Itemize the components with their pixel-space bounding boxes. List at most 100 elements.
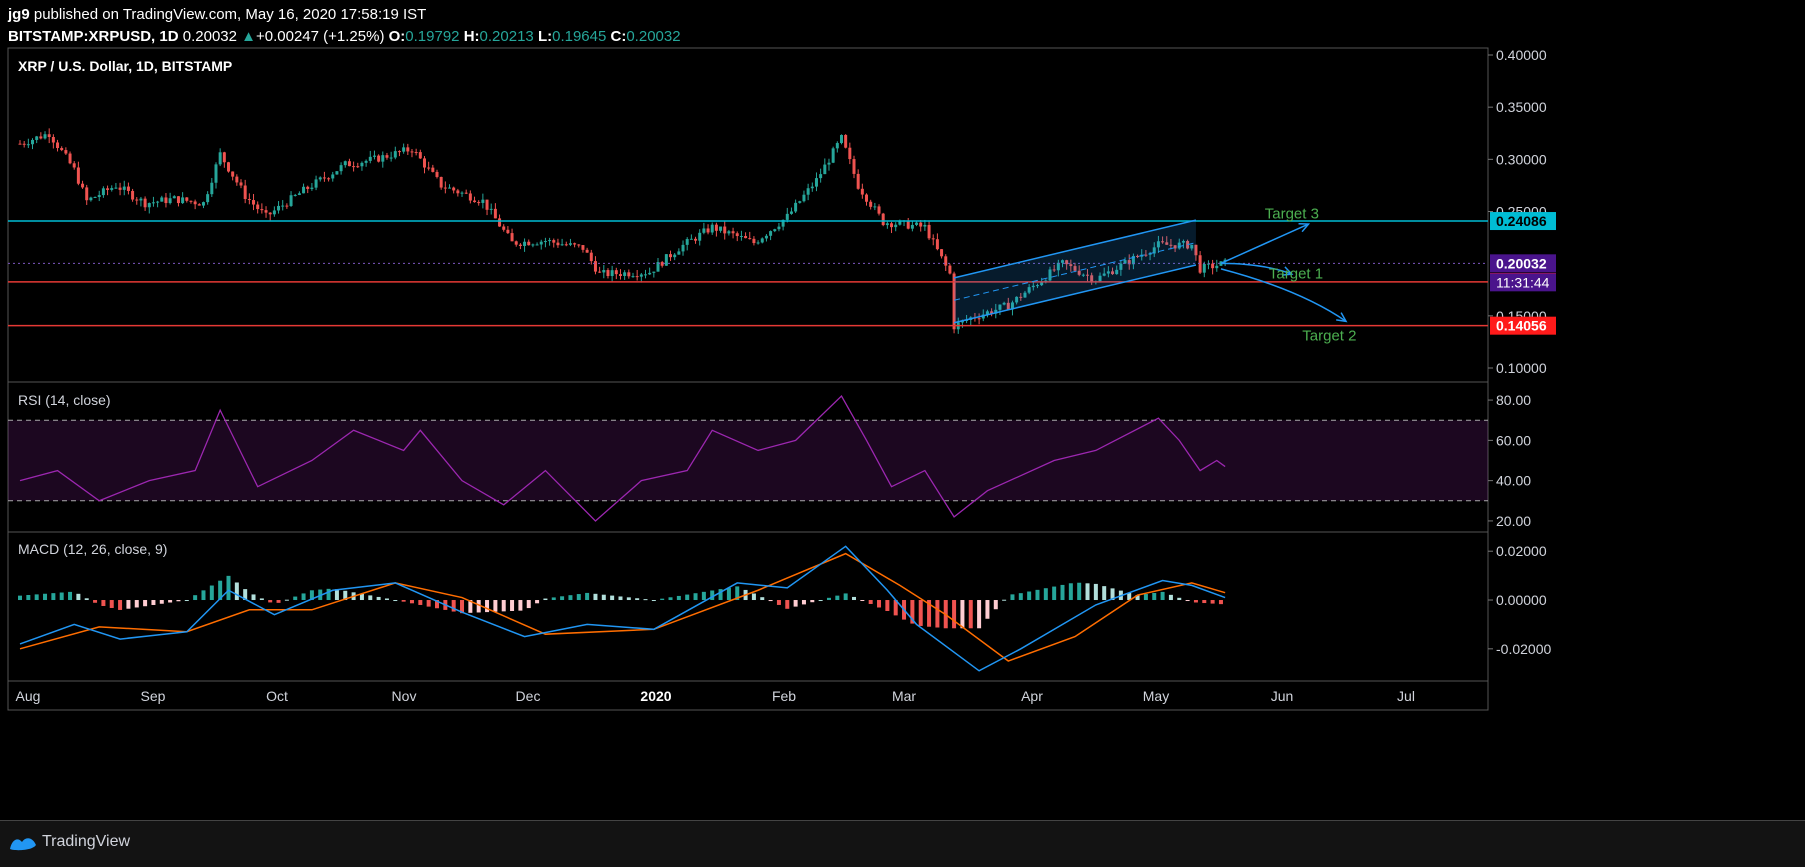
target-arrowhead: [1281, 266, 1294, 276]
candle-body: [656, 262, 660, 272]
histogram-bar: [810, 600, 815, 603]
candle-body: [201, 202, 205, 206]
candle-body: [402, 147, 406, 152]
histogram-bar: [801, 600, 806, 605]
candle-body: [710, 224, 714, 233]
candle-body: [681, 244, 685, 252]
candle-body: [331, 174, 335, 179]
candle-body: [935, 239, 939, 250]
histogram-bar: [493, 600, 498, 612]
candle-body: [631, 276, 635, 278]
histogram-bar: [710, 590, 715, 601]
candle-body: [806, 188, 810, 195]
candle-body: [906, 220, 910, 229]
candle-body: [714, 224, 718, 231]
candle-body: [297, 193, 301, 195]
candle-body: [1156, 241, 1160, 248]
candle-body: [1190, 244, 1194, 249]
tradingview-logo-icon[interactable]: [8, 833, 38, 853]
candle-body: [823, 164, 827, 175]
y-tick-label: 0.30000: [1496, 151, 1547, 167]
candle-body: [360, 162, 364, 167]
histogram-bar: [176, 600, 181, 602]
candle-body: [314, 179, 318, 188]
histogram-bar: [251, 594, 256, 601]
candle-body: [1040, 281, 1044, 286]
histogram-bar: [276, 600, 281, 603]
candle-body: [110, 188, 114, 190]
candle-body: [789, 211, 793, 214]
histogram-bar: [893, 600, 898, 616]
candle-body: [1148, 253, 1152, 255]
published-text: published on TradingView.com, May 16, 20…: [33, 6, 427, 23]
brand-name[interactable]: TradingView: [42, 833, 131, 850]
candle-body: [1106, 271, 1110, 274]
candle-body: [760, 238, 764, 243]
candle-body: [239, 182, 243, 186]
candle-body: [72, 163, 76, 168]
histogram-bar: [526, 600, 531, 609]
histogram-bar: [651, 600, 656, 602]
high-value: 0.20213: [479, 28, 534, 45]
target-arrowhead: [1298, 222, 1311, 233]
high-label: H:: [463, 28, 480, 45]
candle-body: [126, 186, 130, 191]
histogram-bar: [693, 593, 698, 601]
histogram-bar: [510, 600, 515, 611]
candle-body: [839, 134, 843, 144]
candle-body: [735, 233, 739, 237]
histogram-bar: [985, 600, 990, 619]
publisher-name[interactable]: jg9: [8, 6, 30, 23]
histogram-bar: [126, 600, 131, 609]
histogram-bar: [618, 596, 623, 601]
candle-body: [869, 201, 873, 207]
candle-body: [464, 192, 468, 194]
candle-body: [272, 210, 276, 215]
candle-body: [1173, 245, 1177, 249]
histogram-bar: [968, 600, 973, 629]
histogram-bar: [768, 600, 773, 602]
x-tick-label: 2020: [640, 688, 671, 704]
histogram-bar: [793, 600, 798, 607]
candle-body: [1069, 264, 1073, 267]
candle-body: [1215, 265, 1219, 269]
candle-body: [1006, 302, 1010, 310]
candle-body: [85, 187, 89, 201]
candle-body: [1102, 273, 1106, 276]
histogram-bar: [977, 600, 982, 629]
candle-body: [181, 197, 185, 204]
candle-body: [769, 231, 773, 236]
candle-body: [848, 147, 852, 160]
candle-body: [31, 139, 35, 145]
histogram-bar: [409, 600, 414, 604]
candle-body: [89, 197, 93, 201]
candle-body: [548, 240, 552, 242]
candle-body: [673, 254, 677, 258]
candle-body: [748, 238, 752, 240]
candle-body: [602, 270, 606, 273]
candle-body: [489, 208, 493, 210]
candle-body: [93, 197, 97, 199]
candle-body: [1052, 269, 1056, 271]
candle-body: [940, 249, 944, 257]
macd-histogram: [18, 575, 1223, 629]
y-tick-label: 0.40000: [1496, 47, 1547, 63]
histogram-bar: [109, 600, 114, 608]
candle-body: [694, 238, 698, 241]
histogram-bar: [935, 600, 940, 628]
candle-body: [260, 209, 264, 211]
candle-body: [26, 144, 30, 146]
histogram-bar: [535, 600, 540, 604]
histogram-bar: [1210, 600, 1215, 604]
candle-body: [185, 197, 189, 201]
candle-body: [22, 143, 26, 145]
candle-body: [302, 186, 306, 194]
histogram-bar: [560, 596, 565, 601]
candle-body: [1081, 274, 1085, 276]
histogram-bar: [226, 575, 231, 601]
candle-body: [927, 224, 931, 239]
y-tick-label: 0.35000: [1496, 99, 1547, 115]
candle-body: [1169, 244, 1173, 246]
chart-canvas[interactable]: Aug Sep Oct Nov Dec 2020 Feb Mar Apr May Jun Jul 0.4…: [0, 0, 1805, 820]
low-value: 0.19645: [552, 28, 607, 45]
